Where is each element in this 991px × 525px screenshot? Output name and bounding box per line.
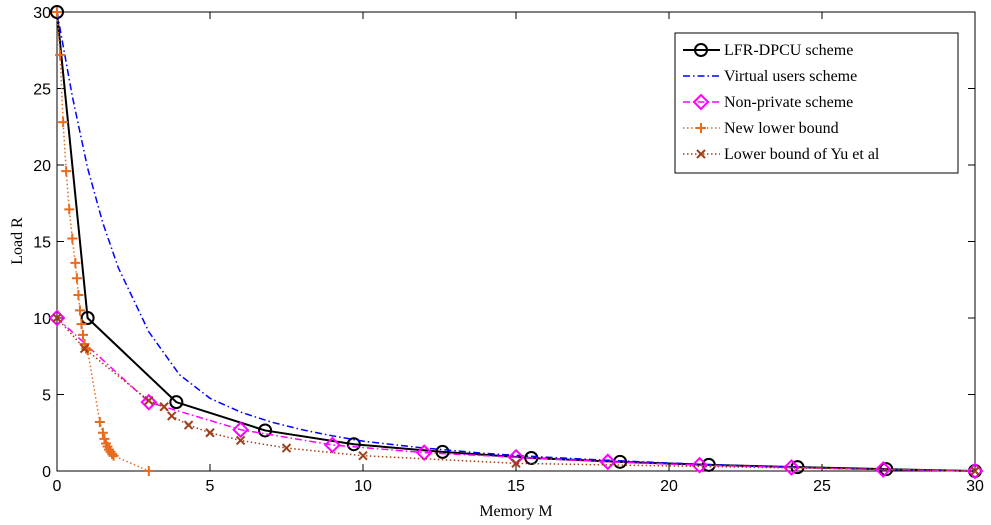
data-point <box>78 329 89 340</box>
x-tick-label: 0 <box>53 478 62 495</box>
series-3 <box>52 7 154 476</box>
data-point <box>358 450 368 461</box>
data-point <box>81 343 92 354</box>
legend-item: LFR-DPCU scheme <box>683 42 853 59</box>
data-point <box>52 7 62 17</box>
legend-label: Lower bound of Yu et al <box>724 146 880 163</box>
legend-marker <box>696 123 706 133</box>
y-tick-label: 25 <box>33 82 51 99</box>
data-point <box>97 427 108 438</box>
series-4 <box>52 313 980 476</box>
data-point <box>73 290 84 301</box>
legend-item: New lower bound <box>683 120 839 137</box>
y-tick-label: 10 <box>33 311 51 328</box>
series-1 <box>56 11 976 472</box>
data-point <box>140 393 158 411</box>
data-point <box>323 436 341 454</box>
x-tick-label: 25 <box>813 478 831 495</box>
data-point <box>67 233 78 244</box>
data-point <box>346 437 361 452</box>
legend-label: New lower bound <box>724 120 839 137</box>
data-point <box>50 5 64 19</box>
data-point <box>970 466 980 476</box>
x-tick-labels: 0 5 10 15 20 25 30 <box>53 478 984 495</box>
y-tick-labels: 0 5 10 15 20 25 30 <box>33 5 51 481</box>
legend-label: Virtual users scheme <box>724 68 857 85</box>
data-point <box>415 444 433 462</box>
data-point <box>76 319 87 330</box>
y-axis-label: Load R <box>9 217 26 265</box>
data-point <box>782 459 800 476</box>
data-point <box>258 423 273 438</box>
data-point <box>144 395 154 406</box>
data-point <box>599 453 617 471</box>
data-point <box>966 462 984 480</box>
data-point <box>58 117 69 128</box>
legend-item: Lower bound of Yu et al <box>683 146 880 163</box>
x-tick-label: 20 <box>660 478 678 495</box>
y-tick-label: 0 <box>42 464 51 481</box>
y-tick-label: 5 <box>42 388 51 405</box>
data-point <box>167 411 177 421</box>
series-group <box>48 5 984 480</box>
legend-items: LFR-DPCU scheme Virtual users scheme Non-p… <box>683 42 880 163</box>
data-point <box>183 420 194 430</box>
legend-marker <box>696 149 706 159</box>
data-point <box>71 273 82 284</box>
data-point <box>79 343 90 354</box>
data-point <box>61 166 72 177</box>
data-point <box>99 433 110 444</box>
x-tick-label: 30 <box>966 478 984 495</box>
data-point <box>143 466 154 476</box>
data-point <box>205 428 215 438</box>
data-point <box>70 257 81 268</box>
legend-box <box>674 32 959 174</box>
data-point <box>435 444 450 459</box>
data-point <box>94 417 105 428</box>
data-point <box>169 395 184 410</box>
legend-item: Virtual users scheme <box>683 68 857 85</box>
legend-label: LFR-DPCU scheme <box>724 42 853 59</box>
data-point <box>48 309 66 327</box>
data-point <box>52 313 62 323</box>
y-tick-label: 15 <box>33 235 51 252</box>
data-point <box>232 421 250 439</box>
data-point <box>235 435 246 446</box>
legend-item: Non-private scheme <box>683 93 853 111</box>
legend-marker <box>694 43 708 57</box>
data-point <box>107 449 118 460</box>
x-axis-label: Memory M <box>479 503 552 520</box>
x-tick-label: 10 <box>354 478 372 495</box>
data-point <box>691 456 709 474</box>
data-point <box>108 450 119 461</box>
series-line <box>56 11 976 472</box>
y-tick-label: 30 <box>33 5 51 22</box>
legend: LFR-DPCU scheme Virtual users scheme Non-p… <box>674 32 959 174</box>
data-point <box>511 458 521 469</box>
data-point <box>74 305 85 316</box>
legend-marker <box>692 93 710 111</box>
legend-label: Non-private scheme <box>724 94 853 111</box>
data-point <box>874 461 892 478</box>
data-point <box>281 443 292 453</box>
data-point <box>159 402 169 412</box>
x-tick-label: 5 <box>206 478 215 495</box>
data-point <box>64 204 75 215</box>
x-tick-label: 15 <box>507 478 525 495</box>
data-point <box>80 311 95 325</box>
y-tick-label: 20 <box>33 158 51 175</box>
data-point <box>55 49 66 60</box>
